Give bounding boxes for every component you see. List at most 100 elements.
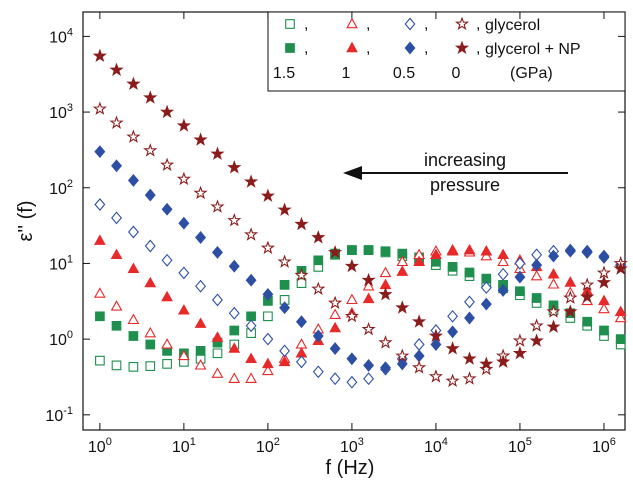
data-point bbox=[94, 198, 106, 211]
data-point bbox=[462, 351, 477, 365]
data-point bbox=[445, 373, 460, 388]
data-point bbox=[262, 287, 274, 301]
data-point bbox=[481, 273, 492, 284]
data-point bbox=[228, 342, 241, 353]
data-point bbox=[580, 289, 595, 304]
data-point bbox=[178, 266, 190, 280]
tick-label-base: 10 bbox=[256, 439, 274, 456]
legend-separator: , bbox=[304, 40, 308, 57]
legend-separator: , bbox=[424, 40, 428, 57]
tick-label: 101 bbox=[172, 436, 196, 456]
data-point bbox=[396, 357, 408, 371]
data-point bbox=[447, 325, 459, 339]
data-point bbox=[596, 275, 612, 289]
data-point bbox=[127, 262, 140, 273]
data-point bbox=[480, 281, 492, 295]
data-point bbox=[126, 76, 141, 91]
data-point bbox=[413, 349, 425, 363]
data-point bbox=[95, 311, 105, 322]
data-point bbox=[564, 244, 576, 258]
legend-separator: , bbox=[304, 16, 308, 33]
data-point bbox=[395, 300, 410, 314]
data-point bbox=[582, 316, 593, 327]
tick-label-base: 10 bbox=[508, 439, 526, 456]
data-point bbox=[144, 239, 156, 253]
data-point bbox=[347, 245, 357, 255]
series bbox=[94, 145, 627, 375]
data-point bbox=[328, 295, 343, 310]
data-point bbox=[211, 293, 223, 307]
data-point bbox=[210, 146, 225, 160]
data-point bbox=[344, 258, 359, 273]
series bbox=[92, 48, 628, 370]
data-point bbox=[161, 202, 173, 216]
data-point bbox=[529, 318, 544, 332]
data-point bbox=[277, 254, 292, 268]
tick-label: 100 bbox=[49, 329, 73, 349]
legend-marker bbox=[285, 43, 295, 53]
data-point bbox=[109, 62, 124, 77]
legend-marker bbox=[285, 19, 295, 29]
series bbox=[93, 234, 627, 369]
data-point bbox=[396, 265, 409, 276]
data-point bbox=[445, 341, 460, 355]
data-point bbox=[145, 339, 156, 350]
data-point bbox=[344, 308, 359, 323]
data-point bbox=[195, 346, 206, 356]
tick-label-exponent: 0 bbox=[106, 436, 112, 448]
data-point bbox=[363, 358, 375, 372]
legend-separator: , bbox=[424, 16, 428, 33]
data-point bbox=[363, 372, 375, 386]
legend-unit: (GPa) bbox=[510, 65, 553, 82]
data-point bbox=[161, 338, 173, 349]
data-point bbox=[346, 375, 358, 389]
data-point bbox=[564, 276, 577, 287]
data-point bbox=[127, 313, 140, 325]
data-point bbox=[497, 248, 510, 260]
data-point bbox=[361, 321, 376, 336]
data-point bbox=[279, 344, 291, 358]
tick-label: 103 bbox=[49, 102, 73, 122]
legend-pressure: 0 bbox=[452, 65, 461, 82]
tick-label: 101 bbox=[49, 253, 73, 273]
tick-label-exponent: -1 bbox=[63, 405, 73, 417]
data-point bbox=[512, 333, 528, 347]
data-point bbox=[346, 293, 358, 305]
data-point bbox=[244, 174, 259, 188]
data-point bbox=[295, 338, 308, 349]
legend-separator: , bbox=[366, 40, 370, 57]
legend-marker bbox=[454, 40, 470, 55]
data-point bbox=[263, 311, 273, 322]
data-point bbox=[211, 331, 224, 342]
data-point bbox=[413, 255, 426, 267]
data-point bbox=[278, 355, 291, 367]
data-point bbox=[430, 338, 442, 351]
data-point bbox=[563, 290, 578, 304]
data-point bbox=[245, 372, 257, 383]
tick-label-base: 10 bbox=[49, 29, 67, 46]
data-point bbox=[109, 115, 124, 129]
data-point bbox=[514, 270, 526, 284]
data-point bbox=[313, 255, 324, 266]
data-point bbox=[160, 104, 175, 119]
legend-box bbox=[267, 11, 626, 92]
data-point bbox=[194, 359, 207, 370]
data-point bbox=[430, 248, 442, 260]
data-point bbox=[598, 249, 610, 263]
data-point bbox=[361, 272, 376, 287]
data-point bbox=[397, 248, 408, 259]
data-point bbox=[329, 372, 341, 386]
tick-label-base: 10 bbox=[49, 105, 67, 122]
data-point bbox=[246, 311, 256, 322]
data-point bbox=[229, 325, 240, 336]
data-point bbox=[464, 295, 475, 309]
data-point bbox=[311, 281, 326, 296]
tick-label-base: 10 bbox=[88, 439, 106, 456]
data-point bbox=[245, 273, 257, 287]
data-point bbox=[160, 157, 175, 172]
data-point bbox=[260, 240, 275, 255]
data-point bbox=[295, 315, 307, 329]
data-point bbox=[228, 306, 240, 320]
tick-label: 102 bbox=[256, 436, 280, 456]
data-point bbox=[177, 304, 190, 315]
